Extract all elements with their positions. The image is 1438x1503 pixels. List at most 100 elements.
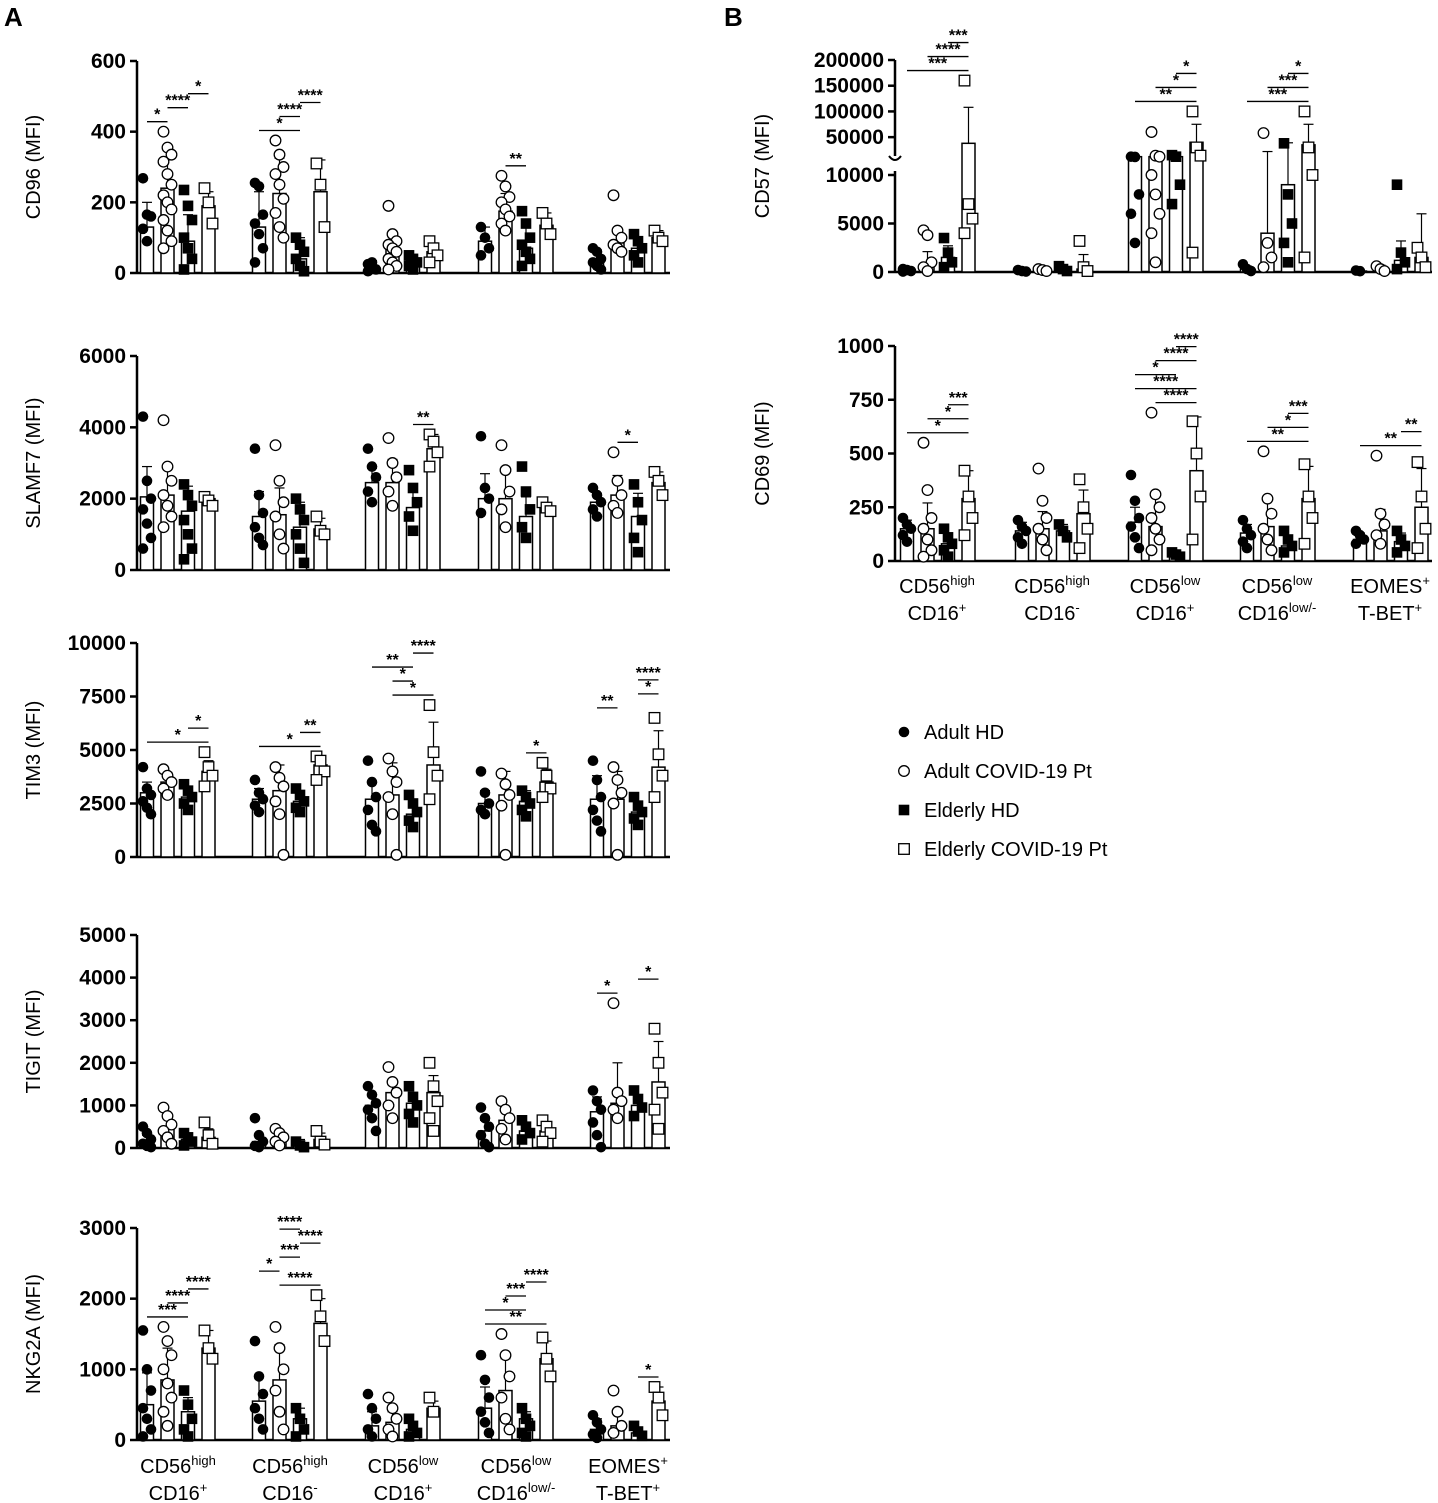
y-tick-label: 0: [872, 261, 884, 284]
data-point-open-square: [198, 182, 211, 195]
category-sup: low: [419, 1453, 439, 1468]
y-tick-label: 1000: [837, 335, 884, 358]
data-point-open-circle: [165, 178, 178, 191]
data-point-open-square: [1077, 501, 1090, 514]
data-point-open-square: [1298, 251, 1311, 264]
data-point-filled-circle: [257, 209, 269, 220]
data-point-open-circle: [161, 460, 174, 473]
data-point-open-circle: [503, 1112, 516, 1125]
category-base: CD16: [908, 603, 959, 625]
data-point-open-circle: [1036, 533, 1049, 546]
data-point-filled-circle: [249, 1335, 261, 1347]
data-point-filled-square: [178, 184, 190, 196]
data-point-open-circle: [607, 189, 620, 202]
bar: [1189, 469, 1204, 562]
data-point-filled-square: [1391, 547, 1403, 558]
category-sup: +: [425, 1480, 433, 1495]
data-point-filled-circle: [475, 1102, 487, 1113]
data-point-filled-square: [938, 261, 950, 273]
data-point-open-circle: [611, 774, 624, 786]
data-point-open-circle: [269, 761, 282, 774]
data-point-filled-circle: [366, 1402, 378, 1414]
data-point-filled-square: [1061, 532, 1073, 543]
data-point-filled-circle: [370, 471, 382, 483]
data-point-filled-square: [294, 1413, 306, 1425]
data-point-open-circle: [273, 221, 286, 234]
data-point-open-circle: [503, 210, 516, 223]
y-tick-label: 10000: [68, 632, 126, 655]
data-point-open-square: [656, 489, 669, 502]
data-point-open-square: [314, 754, 327, 767]
data-point-open-circle: [157, 521, 170, 534]
data-point-open-circle: [161, 1335, 174, 1348]
data-point-open-square: [648, 1381, 661, 1393]
category-sup: +: [653, 1480, 661, 1495]
data-point-filled-square: [520, 218, 532, 229]
data-point-filled-square: [403, 1431, 415, 1442]
data-point-filled-circle: [595, 1104, 607, 1115]
significance-label: ****: [411, 638, 437, 655]
category-label-line1: CD56low: [1242, 573, 1313, 598]
data-point-open-square: [1411, 241, 1424, 254]
data-point-open-circle: [1265, 507, 1278, 520]
data-point-open-circle: [1153, 501, 1166, 514]
bar: [1301, 497, 1316, 562]
data-point-filled-circle: [137, 1402, 149, 1414]
data-point-filled-circle: [370, 826, 382, 837]
significance-label: **: [601, 693, 614, 710]
data-point-open-circle: [1261, 533, 1274, 546]
data-point-open-square: [206, 1352, 219, 1365]
data-point-open-circle: [611, 1405, 624, 1418]
data-point-open-circle: [495, 767, 508, 780]
category-label-line1: EOMES+: [588, 1453, 668, 1478]
category-label-line2: CD16-: [1024, 600, 1079, 625]
data-point-open-circle: [925, 544, 938, 557]
y-tick-label: 2000: [79, 1052, 126, 1075]
category-label-line1: CD56high: [1014, 573, 1090, 598]
data-point-filled-circle: [362, 1388, 374, 1400]
data-point-filled-square: [516, 1115, 528, 1126]
data-point-filled-square: [178, 798, 190, 809]
data-point-filled-square: [516, 804, 528, 816]
data-point-filled-square: [294, 504, 306, 515]
category-label-line2: CD16+: [374, 1480, 433, 1503]
data-point-filled-square: [1061, 265, 1073, 277]
data-point-open-circle: [277, 161, 290, 173]
data-point-open-circle: [495, 799, 508, 812]
data-point-filled-square: [403, 815, 415, 826]
data-point-filled-circle: [483, 493, 495, 504]
data-point-filled-circle: [1125, 208, 1137, 220]
data-point-open-square: [431, 1095, 444, 1108]
data-point-filled-square: [938, 232, 950, 244]
data-point-open-circle: [273, 808, 286, 821]
data-point-open-square: [198, 1324, 211, 1337]
significance-label: *: [1295, 58, 1302, 75]
data-point-open-square: [652, 1122, 665, 1135]
data-point-open-circle: [273, 178, 286, 191]
data-point-open-circle: [1378, 265, 1391, 277]
data-point-filled-square: [186, 214, 198, 226]
y-axis-label: TIGIT (MFI): [23, 989, 45, 1093]
data-point-filled-circle: [1125, 521, 1137, 532]
data-point-filled-circle: [257, 793, 269, 805]
data-point-open-circle: [382, 432, 395, 444]
significance-label: **: [386, 652, 399, 669]
data-point-filled-circle: [145, 1141, 157, 1153]
legend: Adult HD Adult COVID-19 Pt Elderly HD Elder…: [898, 722, 1108, 861]
category-label-line2: CD16+: [1136, 600, 1195, 625]
data-point-open-circle: [495, 503, 508, 516]
data-point-open-circle: [615, 786, 628, 799]
data-point-open-square: [536, 206, 549, 219]
data-point-open-circle: [1265, 251, 1278, 264]
data-point-filled-circle: [475, 1406, 487, 1418]
data-point-open-circle: [499, 464, 512, 477]
significance-label: ***: [949, 390, 968, 407]
data-point-open-circle: [386, 1430, 399, 1443]
data-point-open-circle: [615, 1419, 628, 1432]
significance-label: ****: [524, 1267, 550, 1284]
data-point-open-circle: [611, 1112, 624, 1125]
data-point-filled-circle: [587, 755, 599, 766]
y-tick-label: 50000: [826, 126, 884, 149]
category-base: T-BET: [1358, 603, 1415, 625]
